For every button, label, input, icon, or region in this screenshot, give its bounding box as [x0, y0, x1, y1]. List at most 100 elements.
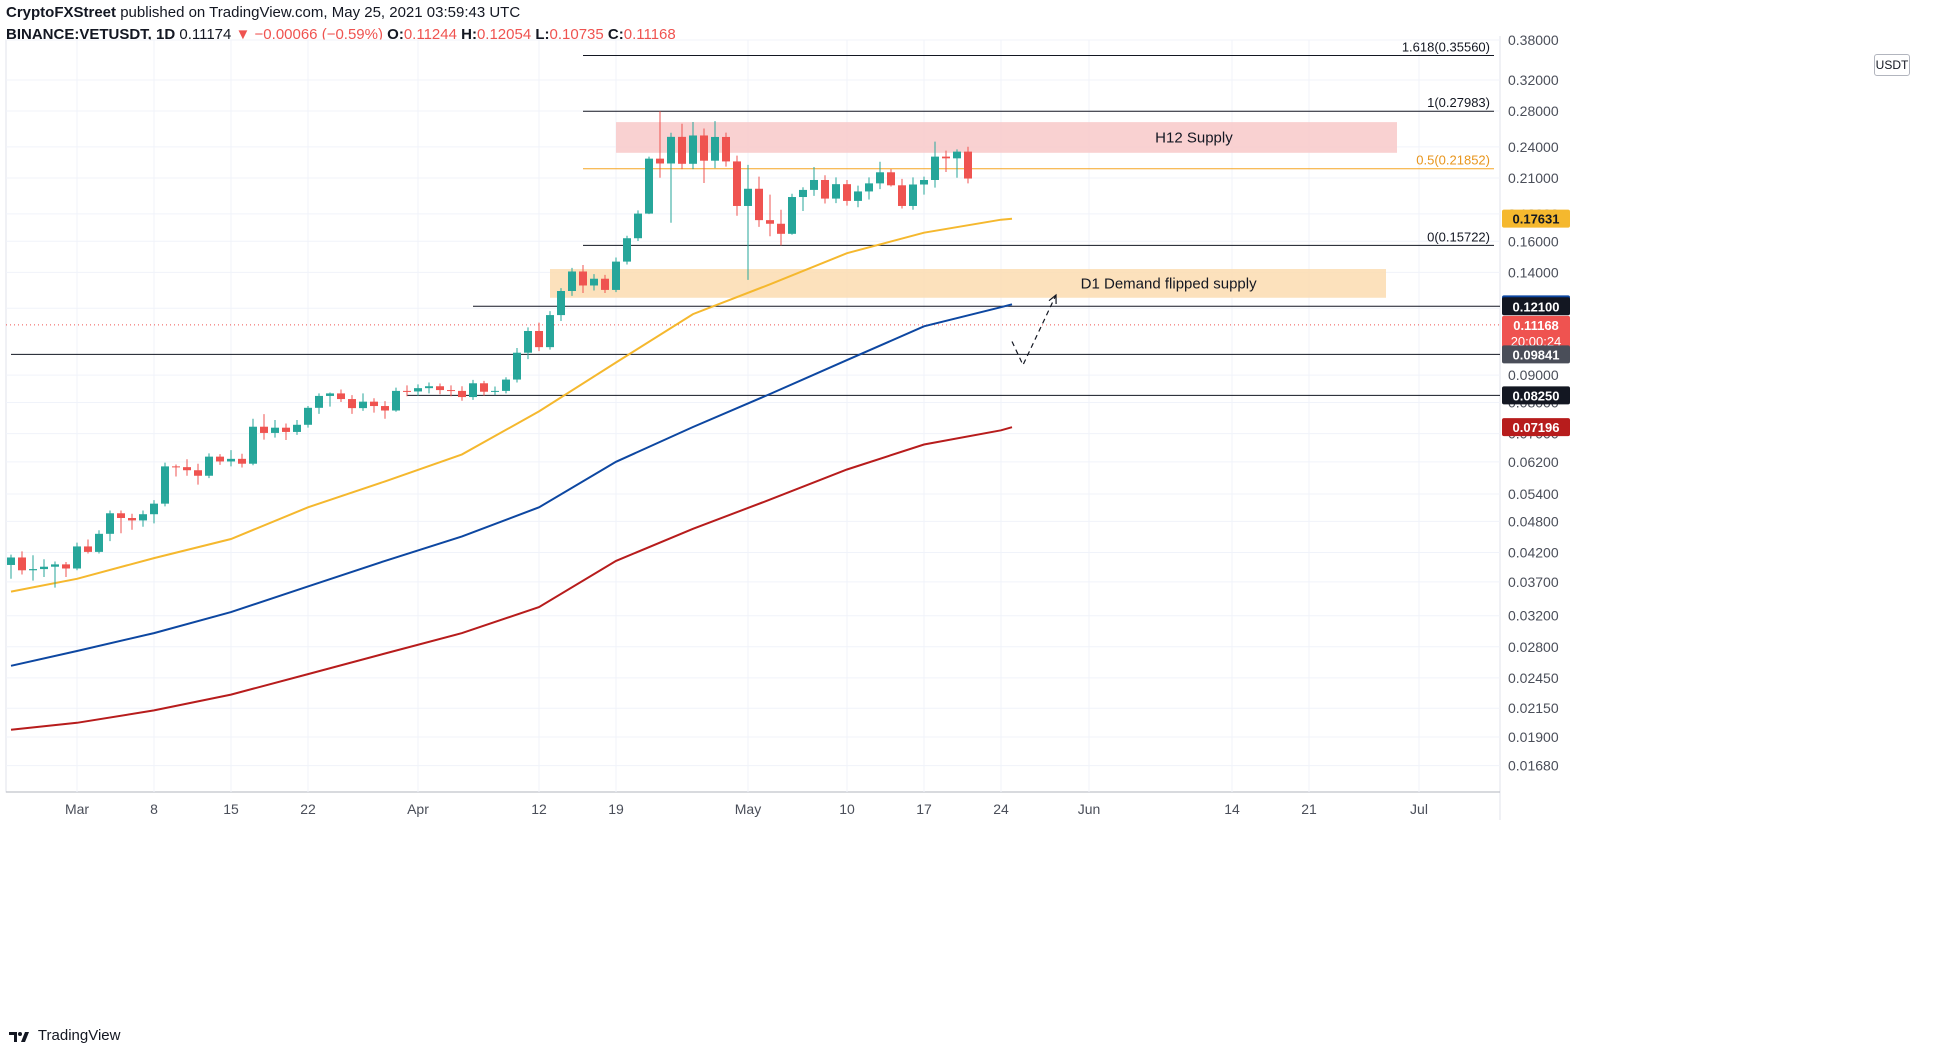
author-name[interactable]: CryptoFXStreet [6, 4, 117, 21]
candle [392, 387, 400, 412]
fib-level-label: 0(0.15722) [1427, 229, 1490, 244]
candle-body [964, 151, 972, 179]
price-badge-bg [1502, 297, 1570, 316]
ohlc-low-label: L: [535, 26, 550, 43]
candle-body [315, 395, 323, 408]
x-tick-label: 12 [531, 801, 547, 817]
candle-body [502, 379, 510, 391]
candle [216, 454, 224, 465]
candle [766, 194, 774, 237]
x-tick-label: Apr [407, 801, 429, 817]
candle [403, 385, 411, 397]
price-badge: 0.09841 [1502, 345, 1570, 364]
x-tick-label: 10 [839, 801, 855, 817]
symbol-label[interactable]: BINANCE:VETUSDT, 1D [6, 26, 176, 43]
candle [447, 385, 455, 397]
candle [898, 178, 906, 209]
fib-level-label: 1.618(0.35560) [1402, 39, 1490, 54]
candle-body [535, 330, 543, 348]
candle-body [161, 466, 169, 504]
candle-body [623, 238, 631, 262]
candle-body [656, 158, 664, 164]
candle-body [942, 156, 950, 159]
candle-body [788, 197, 796, 234]
candle [150, 500, 158, 524]
candle [601, 274, 609, 293]
plot-area [5, 39, 1501, 793]
candle [502, 377, 510, 394]
candle-body [381, 406, 389, 411]
candle-body [40, 566, 48, 570]
candle [678, 123, 686, 170]
zone-box [550, 269, 1386, 298]
price-badge-bg [1502, 209, 1570, 228]
price-change: ▼ −0.00066 (−0.59%) [235, 26, 383, 43]
candle-body [150, 503, 158, 515]
candle-body [128, 518, 136, 521]
candle-body [524, 330, 532, 353]
y-tick-label: 0.21000 [1508, 170, 1559, 186]
y-tick-label: 0.14000 [1508, 264, 1559, 280]
candle [359, 393, 367, 411]
candle [491, 386, 499, 396]
candle [887, 169, 895, 187]
candle-body [634, 213, 642, 239]
y-tick-label: 0.32000 [1508, 72, 1559, 88]
candle [51, 561, 59, 588]
x-tick-label: 24 [993, 801, 1009, 817]
last-price: 0.11174 [179, 26, 232, 43]
candle-body [216, 456, 224, 462]
candle-body [711, 136, 719, 161]
candle [172, 464, 180, 477]
tradingview-footer: TradingView [8, 1024, 120, 1048]
candle [271, 420, 279, 438]
candle-body [601, 278, 609, 290]
candle [183, 459, 191, 476]
candle-body [480, 383, 488, 392]
candle [832, 177, 840, 204]
candle [810, 166, 818, 196]
candle-body [777, 223, 785, 234]
candle-body [18, 557, 26, 571]
symbol-line: BINANCE:VETUSDT, 1D 0.11174 ▼ −0.00066 (… [6, 24, 1866, 46]
candle [260, 414, 268, 440]
candle-body [568, 271, 576, 292]
price-badge-label: 0.09841 [1513, 347, 1560, 362]
candle-body [337, 393, 345, 400]
candle [755, 176, 763, 227]
candle-body [194, 470, 202, 476]
candle-body [227, 458, 235, 462]
zone-label: D1 Demand flipped supply [1081, 275, 1257, 292]
y-tick-label: 0.03700 [1508, 574, 1559, 590]
candle [282, 423, 290, 440]
fib-level-label: 0.5(0.21852) [1416, 153, 1490, 168]
currency-unit-label[interactable]: USDT [1874, 54, 1910, 76]
footer-brand[interactable]: TradingView [37, 1027, 121, 1044]
x-tick-label: May [735, 801, 761, 817]
candle-body [95, 533, 103, 552]
zone-box [616, 122, 1397, 153]
candle [788, 193, 796, 235]
candle [513, 348, 521, 383]
candle [227, 450, 235, 467]
candle [194, 463, 202, 485]
candle-body [546, 315, 554, 348]
candle [337, 389, 345, 402]
candle-body [953, 151, 961, 159]
candle [161, 462, 169, 507]
y-tick-label: 0.09000 [1508, 367, 1559, 383]
candle [865, 177, 873, 200]
candle-body [293, 424, 301, 432]
candle [700, 128, 708, 184]
moving-average-line [10, 217, 1013, 593]
y-tick-label: 0.28000 [1508, 103, 1559, 119]
candle-body [172, 466, 180, 468]
candle-body [898, 185, 906, 206]
candle [656, 111, 664, 178]
candle [238, 453, 246, 468]
candle [7, 554, 15, 579]
x-tick-label: 19 [608, 801, 624, 817]
candle-body [876, 172, 884, 184]
candle-body [106, 513, 114, 534]
